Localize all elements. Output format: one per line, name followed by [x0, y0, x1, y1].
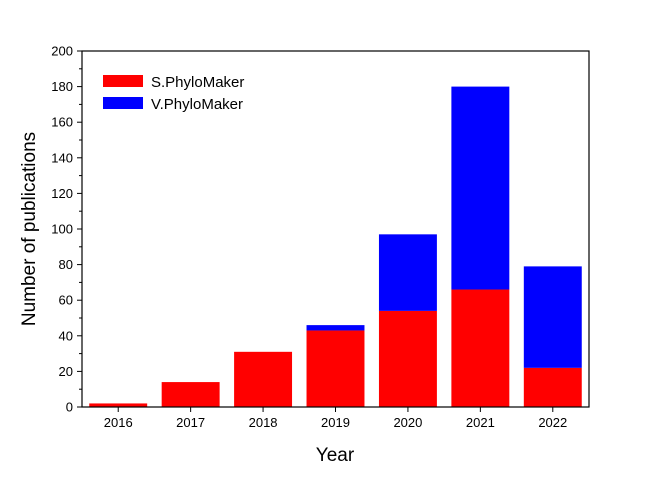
y-tick-label: 140: [51, 150, 73, 165]
bar-s-phylomaker-2021: [451, 289, 510, 407]
y-tick-label: 160: [51, 115, 73, 130]
bar-s-phylomaker-2019: [306, 330, 365, 407]
y-tick-label: 20: [59, 364, 73, 379]
bar-s-phylomaker-2018: [234, 351, 293, 407]
x-tick-label: 2022: [538, 415, 567, 430]
bar-v-phylomaker-2022: [523, 266, 582, 368]
y-tick-label: 40: [59, 328, 73, 343]
y-tick-label: 100: [51, 222, 73, 237]
bar-v-phylomaker-2021: [451, 86, 510, 290]
legend-swatch-s-phylomaker: [103, 75, 143, 87]
bar-v-phylomaker-2020: [378, 234, 437, 311]
x-tick-label: 2020: [393, 415, 422, 430]
y-tick-label: 80: [59, 257, 73, 272]
x-tick-label: 2019: [321, 415, 350, 430]
y-tick-label: 200: [51, 44, 73, 59]
bar-s-phylomaker-2020: [378, 310, 437, 407]
x-tick-label: 2018: [249, 415, 278, 430]
x-axis-label: Year: [316, 445, 355, 466]
x-tick-label: 2017: [176, 415, 205, 430]
x-tick-label: 2021: [466, 415, 495, 430]
legend-swatch-v-phylomaker: [103, 97, 143, 109]
x-tick-label: 2016: [104, 415, 133, 430]
y-axis-label: Number of publications: [19, 132, 40, 326]
y-tick-label: 180: [51, 79, 73, 94]
legend-label-s-phylomaker: S.PhyloMaker: [151, 74, 244, 91]
y-tick-label: 60: [59, 293, 73, 308]
y-tick-label: 0: [66, 400, 73, 415]
y-tick-label: 120: [51, 186, 73, 201]
bar-s-phylomaker-2022: [523, 367, 582, 407]
legend-label-v-phylomaker: V.PhyloMaker: [151, 96, 243, 113]
bar-s-phylomaker-2016: [89, 403, 148, 407]
bar-v-phylomaker-2019: [306, 325, 365, 331]
bar-s-phylomaker-2017: [161, 382, 220, 407]
legend: S.PhyloMaker V.PhyloMaker: [103, 74, 244, 113]
